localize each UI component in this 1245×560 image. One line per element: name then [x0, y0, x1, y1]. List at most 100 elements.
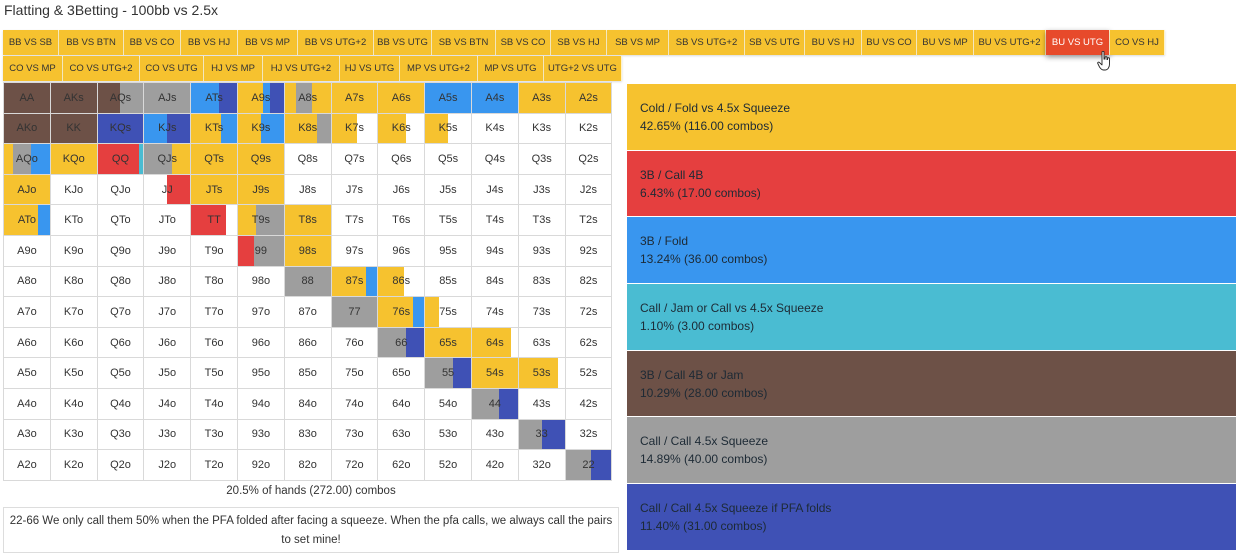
hand-cell[interactable]: 44: [470, 387, 519, 420]
hand-cell[interactable]: J5s: [424, 173, 472, 206]
hand-cell[interactable]: 96s: [377, 234, 426, 267]
hand-cell[interactable]: 64s: [470, 326, 519, 359]
tab-sb-vs-btn[interactable]: SB VS BTN: [432, 30, 496, 55]
hand-cell[interactable]: Q5s: [424, 143, 472, 175]
hand-cell[interactable]: A5o: [3, 357, 51, 389]
hand-cell[interactable]: A2o: [3, 449, 51, 481]
hand-cell[interactable]: KTo: [49, 204, 98, 236]
tab-bb-vs-co[interactable]: BB VS CO: [124, 30, 181, 55]
hand-cell[interactable]: J9o: [143, 234, 192, 267]
hand-cell[interactable]: Q4o: [96, 387, 145, 420]
hand-cell[interactable]: K4s: [470, 112, 519, 145]
hand-cell[interactable]: 95o: [236, 357, 285, 389]
hand-cell[interactable]: J7s: [330, 173, 379, 206]
hand-cell[interactable]: 76s: [377, 296, 426, 328]
hand-cell[interactable]: 72s: [564, 296, 613, 328]
hand-cell[interactable]: 97s: [330, 234, 379, 267]
hand-cell[interactable]: 92s: [564, 234, 613, 267]
hand-cell[interactable]: 54o: [424, 387, 472, 420]
tab-bb-vs-utgplus2[interactable]: BB VS UTG+2: [298, 30, 374, 55]
hand-cell[interactable]: 85s: [424, 265, 472, 298]
hand-cell[interactable]: J8s: [283, 173, 332, 206]
hand-cell[interactable]: JTs: [190, 173, 238, 206]
hand-cell[interactable]: 83s: [517, 265, 566, 298]
hand-cell[interactable]: AQo: [3, 143, 51, 175]
hand-cell[interactable]: 86o: [283, 326, 332, 359]
tab-hj-vs-mp[interactable]: HJ VS MP: [204, 56, 263, 81]
hand-cell[interactable]: T5o: [190, 357, 238, 389]
hand-cell[interactable]: A3s: [517, 82, 566, 114]
hand-cell[interactable]: ATo: [3, 204, 51, 236]
hand-cell[interactable]: A8s: [283, 82, 332, 114]
hand-cell[interactable]: 98o: [236, 265, 285, 298]
hand-cell[interactable]: A2s: [564, 82, 613, 114]
hand-cell[interactable]: K8o: [49, 265, 98, 298]
tab-bb-vs-hj[interactable]: BB VS HJ: [181, 30, 238, 55]
hand-cell[interactable]: 95s: [424, 234, 472, 267]
hand-cell[interactable]: J3s: [517, 173, 566, 206]
hand-cell[interactable]: 43o: [470, 418, 519, 451]
hand-cell[interactable]: 33: [517, 418, 566, 451]
tab-sb-vs-mp[interactable]: SB VS MP: [607, 30, 669, 55]
hand-cell[interactable]: Q3o: [96, 418, 145, 451]
hand-cell[interactable]: ATs: [190, 82, 238, 114]
hand-cell[interactable]: K8s: [283, 112, 332, 145]
hand-cell[interactable]: T7s: [330, 204, 379, 236]
hand-cell[interactable]: 65s: [424, 326, 472, 359]
hand-cell[interactable]: 42o: [470, 449, 519, 481]
hand-cell[interactable]: 87s: [330, 265, 379, 298]
hand-cell[interactable]: 53s: [517, 357, 566, 389]
hand-cell[interactable]: J6o: [143, 326, 192, 359]
hand-cell[interactable]: Q8o: [96, 265, 145, 298]
hand-cell[interactable]: 96o: [236, 326, 285, 359]
hand-cell[interactable]: Q7s: [330, 143, 379, 175]
tab-mp-vs-utgplus2[interactable]: MP VS UTG+2: [400, 56, 478, 81]
hand-cell[interactable]: A8o: [3, 265, 51, 298]
tab-sb-vs-hj[interactable]: SB VS HJ: [551, 30, 607, 55]
hand-cell[interactable]: QJo: [96, 173, 145, 206]
hand-cell[interactable]: T2s: [564, 204, 613, 236]
hand-cell[interactable]: 88: [283, 265, 332, 298]
hand-cell[interactable]: AA: [3, 82, 51, 114]
hand-cell[interactable]: 94o: [236, 387, 285, 420]
hand-cell[interactable]: K2o: [49, 449, 98, 481]
hand-cell[interactable]: 93s: [517, 234, 566, 267]
hand-cell[interactable]: KQo: [49, 143, 98, 175]
hand-cell[interactable]: 43s: [517, 387, 566, 420]
hand-cell[interactable]: Q6s: [377, 143, 426, 175]
tab-hj-vs-utgplus2[interactable]: HJ VS UTG+2: [263, 56, 340, 81]
hand-cell[interactable]: 73s: [517, 296, 566, 328]
tab-sb-vs-co[interactable]: SB VS CO: [496, 30, 551, 55]
hand-cell[interactable]: T5s: [424, 204, 472, 236]
hand-cell[interactable]: 66: [377, 326, 426, 359]
hand-cell[interactable]: A6o: [3, 326, 51, 359]
hand-cell[interactable]: Q5o: [96, 357, 145, 389]
hand-cell[interactable]: T7o: [190, 296, 238, 328]
hand-cell[interactable]: 42s: [564, 387, 613, 420]
hand-cell[interactable]: K6o: [49, 326, 98, 359]
hand-cell[interactable]: 73o: [330, 418, 379, 451]
hand-cell[interactable]: KJo: [49, 173, 98, 206]
hand-cell[interactable]: T8o: [190, 265, 238, 298]
hand-cell[interactable]: 93o: [236, 418, 285, 451]
hand-cell[interactable]: 64o: [377, 387, 426, 420]
hand-cell[interactable]: 82o: [283, 449, 332, 481]
hand-cell[interactable]: JJ: [143, 173, 192, 206]
tab-bb-vs-btn[interactable]: BB VS BTN: [59, 30, 124, 55]
tab-mp-vs-utg[interactable]: MP VS UTG: [478, 56, 544, 81]
hand-cell[interactable]: 97o: [236, 296, 285, 328]
hand-cell[interactable]: AJo: [3, 173, 51, 206]
hand-cell[interactable]: QJs: [143, 143, 192, 175]
hand-cell[interactable]: Q7o: [96, 296, 145, 328]
hand-cell[interactable]: 65o: [377, 357, 426, 389]
hand-cell[interactable]: 87o: [283, 296, 332, 328]
hand-cell[interactable]: 32s: [564, 418, 613, 451]
hand-cell[interactable]: K3o: [49, 418, 98, 451]
hand-cell[interactable]: K7s: [330, 112, 379, 145]
hand-cell[interactable]: 92o: [236, 449, 285, 481]
hand-cell[interactable]: K3s: [517, 112, 566, 145]
hand-cell[interactable]: T9s: [236, 204, 285, 236]
hand-cell[interactable]: 52s: [564, 357, 613, 389]
hand-cell[interactable]: 63s: [517, 326, 566, 359]
hand-cell[interactable]: K6s: [377, 112, 426, 145]
